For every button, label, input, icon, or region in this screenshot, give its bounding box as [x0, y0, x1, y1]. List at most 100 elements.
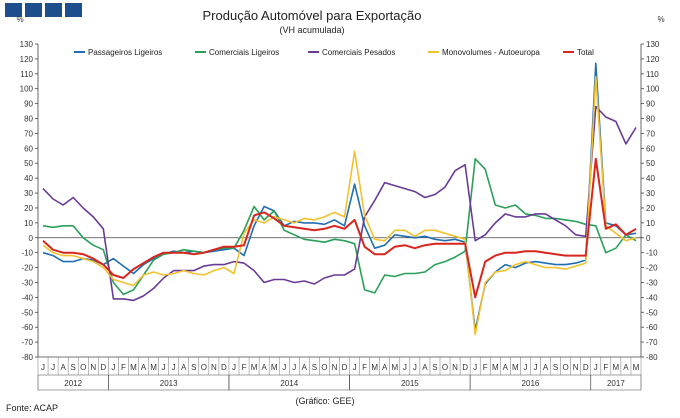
x-month-label: O — [442, 363, 448, 372]
x-month-label: D — [583, 363, 589, 372]
y-tick-label-right: 60 — [646, 144, 655, 153]
x-month-label: J — [292, 363, 296, 372]
x-month-label: M — [371, 363, 378, 372]
x-month-label: J — [41, 363, 45, 372]
y-tick-label-left: 70 — [24, 129, 33, 138]
series-line-monovolumes-autoeuropa — [42, 76, 637, 336]
legend: Passageiros Ligeiros Comerciais Ligeiros C… — [74, 48, 594, 57]
x-month-label: A — [302, 363, 308, 372]
y-tick-label-left: -50 — [21, 308, 33, 317]
x-month-label: J — [51, 363, 55, 372]
x-month-label: M — [613, 363, 620, 372]
x-month-label: A — [382, 363, 388, 372]
x-month-label: M — [633, 363, 640, 372]
logo-block — [5, 3, 22, 17]
y-tick-label-left: 20 — [24, 204, 33, 213]
axes: -80 -80 -70 -70 -60 -60 -50 -50 -40 -40 -30 -30 -20 -… — [20, 40, 660, 362]
y-tick-label-right: 30 — [646, 189, 655, 198]
legend-label: Comerciais Pesados — [322, 48, 395, 57]
y-tick-label-left: 130 — [20, 40, 34, 49]
x-month-label: D — [342, 363, 348, 372]
x-month-label: M — [391, 363, 398, 372]
x-month-label: D — [462, 363, 468, 372]
x-month-label: N — [452, 363, 458, 372]
plot-area — [42, 62, 637, 336]
y-tick-label-right: 110 — [646, 70, 659, 79]
y-tick-label-right: 100 — [646, 85, 660, 94]
legend-label: Passageiros Ligeiros — [88, 48, 162, 57]
y-tick-label-right: 50 — [646, 159, 655, 168]
x-month-label: A — [543, 363, 549, 372]
x-month-label: J — [353, 363, 357, 372]
x-year-label: 2012 — [64, 379, 82, 388]
y-tick-label-left: -60 — [21, 323, 33, 332]
y-axis-left-unit: % — [16, 15, 23, 24]
series-line-total — [42, 157, 637, 299]
x-month-label: F — [242, 363, 247, 372]
x-month-label: A — [181, 363, 187, 372]
x-month-label: M — [492, 363, 499, 372]
x-month-label: M — [130, 363, 137, 372]
y-tick-label-left: -80 — [21, 353, 33, 362]
x-month-label: A — [261, 363, 267, 372]
y-tick-label-left: 110 — [20, 70, 33, 79]
source-note: Fonte: ACAP — [6, 403, 58, 413]
chart-title: Produção Automóvel para Exportação — [203, 8, 422, 23]
y-tick-label-right: 90 — [646, 100, 655, 109]
y-tick-label-left: 90 — [24, 100, 33, 109]
x-year-label: 2017 — [607, 379, 625, 388]
x-month-label: D — [100, 363, 106, 372]
x-month-label: S — [432, 363, 437, 372]
y-tick-label-left: -30 — [21, 278, 33, 287]
x-year-label: 2014 — [280, 379, 298, 388]
x-month-label: O — [563, 363, 569, 372]
y-tick-label-left: -10 — [21, 249, 33, 258]
y-tick-label-right: -70 — [646, 338, 658, 347]
y-tick-label-right: -20 — [646, 264, 658, 273]
y-tick-label-left: 0 — [29, 234, 34, 243]
y-tick-label-left: 40 — [24, 174, 33, 183]
x-year-label: 2013 — [160, 379, 178, 388]
series-line-passageiros-ligeiros — [42, 62, 637, 332]
x-year-label: 2015 — [401, 379, 419, 388]
y-tick-label-right: 20 — [646, 204, 655, 213]
x-month-label: S — [553, 363, 558, 372]
legend-label: Total — [577, 48, 594, 57]
y-tick-label-right: -80 — [646, 353, 658, 362]
x-month-label: F — [603, 363, 608, 372]
x-month-label: J — [232, 363, 236, 372]
y-tick-label-right: -30 — [646, 278, 658, 287]
x-month-label: M — [150, 363, 157, 372]
x-month-label: J — [523, 363, 527, 372]
x-month-label: J — [172, 363, 176, 372]
x-year-label: 2016 — [522, 379, 540, 388]
x-month-label: D — [221, 363, 227, 372]
y-tick-label-left: 80 — [24, 115, 33, 124]
y-tick-label-right: 0 — [646, 234, 651, 243]
y-tick-label-left: 100 — [20, 85, 34, 94]
x-month-label: J — [282, 363, 286, 372]
y-tick-label-left: 50 — [24, 159, 33, 168]
x-month-label: O — [201, 363, 207, 372]
x-month-label: S — [71, 363, 76, 372]
x-month-label: O — [321, 363, 327, 372]
logo-block — [25, 3, 42, 17]
y-tick-label-left: 120 — [20, 55, 34, 64]
x-month-label: A — [503, 363, 509, 372]
x-month-label: J — [594, 363, 598, 372]
credit-note: (Gráfico: GEE) — [295, 396, 354, 406]
logo-block — [45, 3, 62, 17]
y-tick-label-left: 10 — [24, 219, 33, 228]
x-month-label: S — [312, 363, 317, 372]
x-month-label: J — [473, 363, 477, 372]
x-month-label: F — [121, 363, 126, 372]
y-tick-label-right: -40 — [646, 293, 658, 302]
x-month-label: S — [191, 363, 196, 372]
x-month-label: J — [533, 363, 537, 372]
ministry-logo-icon — [5, 3, 82, 17]
y-tick-label-left: -70 — [21, 338, 33, 347]
y-tick-label-left: -20 — [21, 264, 33, 273]
series-line-comerciais-pesados — [42, 105, 637, 302]
x-month-label: O — [80, 363, 86, 372]
